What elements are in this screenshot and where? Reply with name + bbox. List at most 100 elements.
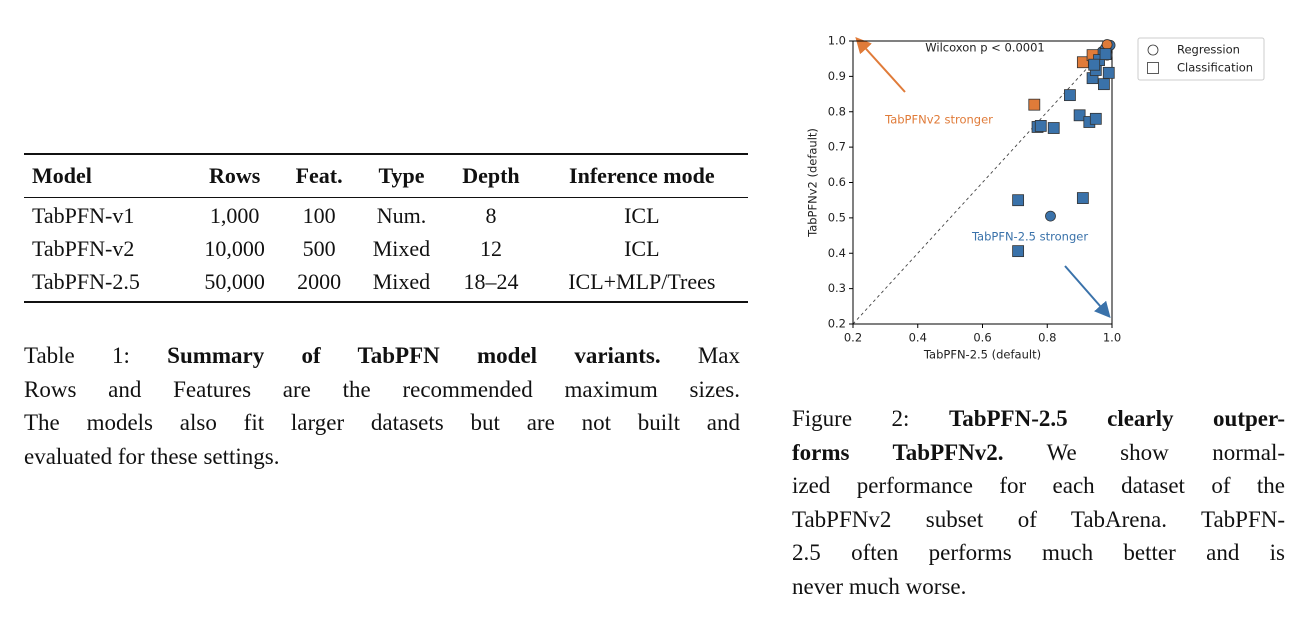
annotation: TabPFNv2 stronger bbox=[884, 113, 993, 127]
table-row: TabPFN-v2 10,000 500 Mixed 12 ICL bbox=[24, 231, 748, 264]
y-tick-label: 0.3 bbox=[828, 281, 846, 295]
table-cell: 8 bbox=[485, 202, 497, 228]
summary-table: Model Rows Feat. Type Depth Inference mode Tab… bbox=[24, 153, 748, 303]
legend-label: Classification bbox=[1177, 61, 1253, 75]
table-cell: 2000 bbox=[297, 268, 342, 294]
point bbox=[1088, 58, 1101, 71]
figure-caption: Figure 2: TabPFN-2.5 clearly outper-form… bbox=[792, 402, 1285, 603]
y-tick-label: 1.0 bbox=[828, 34, 846, 48]
caption-line: forms TabPFNv2. We show normal- bbox=[792, 436, 1285, 470]
legend-marker bbox=[1147, 62, 1159, 74]
caption-text: Figure 2: bbox=[792, 406, 949, 431]
caption-text: We show normal- bbox=[1003, 439, 1285, 465]
caption-text: ized performance for each dataset of the bbox=[792, 473, 1285, 498]
column-header: Feat. bbox=[281, 154, 357, 198]
point bbox=[1089, 112, 1102, 125]
caption-text: evaluated for these settings. bbox=[24, 443, 280, 469]
table-row: TabPFN-2.5 50,000 2000 Mixed 18–24 ICL+MLP/Tr… bbox=[24, 264, 748, 302]
caption-text: TabPFN-2.5 clearly outper- bbox=[948, 406, 1285, 431]
table-cell: TabPFN-v2 bbox=[32, 235, 135, 261]
arrow-down bbox=[1064, 265, 1111, 319]
caption-line: never much worse. bbox=[792, 570, 1285, 604]
y-tick-label: 0.6 bbox=[828, 175, 846, 189]
legend-box bbox=[1137, 37, 1265, 81]
caption-text: The models also fit larger datasets but … bbox=[24, 410, 740, 435]
point bbox=[1102, 66, 1115, 79]
caption-line: 2.5 often performs much better and is bbox=[792, 536, 1285, 570]
diagonal bbox=[852, 40, 1113, 325]
caption-text: forms TabPFNv2. bbox=[792, 439, 1004, 465]
table-cell: Num. bbox=[376, 202, 427, 228]
table-row: TabPFN-v1 1,000 100 Num. 8 ICL bbox=[24, 198, 748, 232]
point bbox=[1073, 109, 1086, 122]
column-header: Type bbox=[356, 154, 447, 198]
caption-text: Max bbox=[660, 343, 740, 368]
header-row: Model Rows Feat. Type Depth Inference mode bbox=[24, 154, 748, 198]
table-cell: 50,000 bbox=[204, 268, 265, 294]
y-tick-label: 0.5 bbox=[828, 210, 846, 224]
table-cell: 100 bbox=[302, 202, 336, 228]
caption-line: ized performance for each dataset of the bbox=[792, 469, 1285, 503]
legend-marker bbox=[1147, 44, 1159, 56]
point bbox=[1034, 120, 1047, 132]
annotation: TabPFN-2.5 stronger bbox=[971, 230, 1088, 244]
caption-text: TabPFNv2 subset of TabArena. TabPFN- bbox=[792, 506, 1285, 532]
table-cell: 18–24 bbox=[463, 268, 519, 294]
legend-label: Regression bbox=[1177, 43, 1240, 57]
table-cell: 12 bbox=[479, 235, 502, 261]
table-cell: TabPFN-v1 bbox=[32, 202, 135, 228]
caption-line: evaluated for these settings. bbox=[24, 440, 740, 474]
arrow-up bbox=[855, 37, 906, 93]
caption-text: 2.5 often performs much better and is bbox=[792, 540, 1285, 565]
column-header: Rows bbox=[187, 154, 282, 198]
y-tick-label: 0.2 bbox=[828, 317, 846, 331]
table-cell: TabPFN-2.5 bbox=[32, 268, 140, 294]
table-cell: 500 bbox=[302, 235, 336, 261]
stat-text: Wilcoxon p < 0.0001 bbox=[925, 41, 1044, 55]
table-cell: Mixed bbox=[372, 235, 431, 261]
point bbox=[1064, 89, 1076, 102]
table-cell: Mixed bbox=[372, 268, 431, 294]
point bbox=[1028, 98, 1041, 111]
table-caption: Table 1: Summary of TabPFN model variant… bbox=[24, 339, 740, 473]
caption-line: TabPFNv2 subset of TabArena. TabPFN- bbox=[792, 503, 1285, 537]
point bbox=[1012, 194, 1025, 207]
caption-text: Table 1: bbox=[24, 343, 168, 368]
x-tick-label: 1.0 bbox=[1103, 331, 1121, 345]
point bbox=[1076, 192, 1089, 204]
x-tick-label: 0.6 bbox=[973, 331, 991, 345]
caption-line: Figure 2: TabPFN-2.5 clearly outper- bbox=[792, 402, 1285, 436]
table-cell: ICL bbox=[624, 202, 660, 228]
table-cell: 1,000 bbox=[209, 202, 260, 228]
caption-line: The models also fit larger datasets but … bbox=[24, 406, 740, 440]
point bbox=[1047, 122, 1060, 134]
y-tick-label: 0.7 bbox=[828, 140, 846, 154]
point bbox=[1099, 48, 1112, 60]
x-tick-label: 0.2 bbox=[844, 331, 862, 345]
caption-line: Table 1: Summary of TabPFN model variant… bbox=[24, 339, 740, 373]
point bbox=[1045, 210, 1056, 222]
x-axis-label: TabPFN-2.5 (default) bbox=[923, 348, 1041, 362]
point bbox=[1098, 78, 1110, 91]
point bbox=[1012, 245, 1025, 258]
y-tick-label: 0.4 bbox=[828, 246, 846, 260]
caption-line: Rows and Features are the recommended ma… bbox=[24, 373, 740, 407]
table-cell: ICL bbox=[624, 235, 660, 261]
point bbox=[1101, 39, 1113, 50]
y-tick-label: 0.8 bbox=[828, 104, 846, 118]
plot-frame bbox=[852, 40, 1113, 325]
caption-text: Summary of TabPFN model variants. bbox=[167, 343, 661, 368]
y-tick-label: 0.9 bbox=[828, 69, 846, 83]
column-header: Inference mode bbox=[535, 154, 748, 198]
x-tick-label: 0.4 bbox=[909, 331, 927, 345]
table-cell: 10,000 bbox=[204, 235, 265, 261]
caption-text: never much worse. bbox=[792, 573, 967, 599]
y-axis-label: TabPFNv2 (default) bbox=[806, 128, 820, 238]
table-cell: ICL+MLP/Trees bbox=[568, 268, 716, 294]
column-header: Model bbox=[24, 154, 188, 198]
x-tick-label: 0.8 bbox=[1038, 331, 1056, 345]
column-header: Depth bbox=[446, 154, 536, 198]
caption-text: Rows and Features are the recommended ma… bbox=[24, 376, 740, 402]
